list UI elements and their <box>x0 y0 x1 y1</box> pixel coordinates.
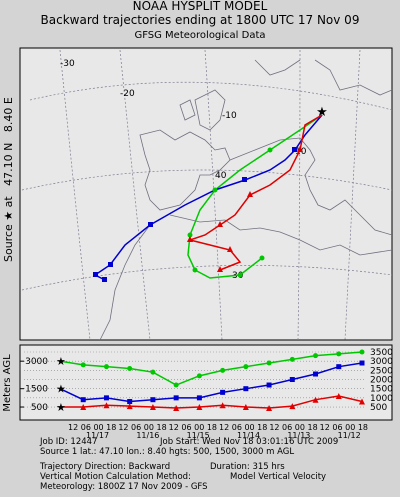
marker <box>243 386 249 392</box>
footer-text: Trajectory Direction: Backward <box>39 462 170 472</box>
footer-text: Duration: 315 hrs <box>210 462 285 472</box>
marker <box>289 403 296 410</box>
source-star: ★ <box>316 105 328 120</box>
marker <box>80 404 87 411</box>
blue-markers <box>93 147 297 282</box>
marker <box>359 360 365 366</box>
marker <box>149 404 156 411</box>
marker <box>80 397 86 403</box>
marker <box>289 356 295 362</box>
footer-text: Model Vertical Velocity <box>230 472 326 482</box>
marker <box>127 399 133 405</box>
marker <box>312 396 319 403</box>
x-hour-labels: 12 06 00 18 <box>219 423 267 432</box>
start-star: ★ <box>56 401 66 414</box>
marker <box>336 364 342 370</box>
marker <box>80 362 86 368</box>
y2-tick-label: 1000 <box>370 394 393 404</box>
x-hour-labels: 12 06 00 18 <box>169 423 217 432</box>
trajectory-red <box>187 114 323 271</box>
marker <box>359 398 365 405</box>
footer-text: Job ID: 12447 <box>39 437 97 447</box>
x-date-label: 11/16 <box>136 431 159 440</box>
profile-frame <box>19 344 393 421</box>
footer-text: Source 1 lat.: 47.10 lon.: 8.40 hgts: 50… <box>40 447 294 457</box>
footer: Job ID: 12447 Job Start: Wed Nov 18 03:0… <box>39 437 338 492</box>
x-hour-labels: 12 06 00 18 <box>118 423 166 432</box>
marker <box>173 404 180 411</box>
x-hour-labels: 12 06 00 18 <box>68 423 116 432</box>
marker <box>243 364 249 370</box>
marker <box>220 367 226 373</box>
start-star: ★ <box>56 355 66 368</box>
marker <box>103 402 110 409</box>
coastlines <box>99 59 393 341</box>
profile-line <box>59 351 363 386</box>
marker <box>173 382 179 388</box>
marker <box>103 364 109 370</box>
x-date-label: 11/17 <box>86 431 109 440</box>
marker <box>242 404 249 411</box>
trajectory-green <box>187 114 323 279</box>
marker <box>150 369 156 375</box>
title: Backward trajectories ending at 1800 UTC… <box>41 13 360 27</box>
map: -30 -20 -10 10 40 30 ★ <box>19 47 393 341</box>
y2-tick-label: 2500 <box>370 366 393 376</box>
y2-tick-label: 1500 <box>370 385 393 395</box>
grid-label: -20 <box>120 89 135 99</box>
x-hour-labels: 12 06 00 18 <box>269 423 317 432</box>
marker <box>266 382 272 388</box>
grid-label: 40 <box>215 171 227 181</box>
y2-tick-label: 3500 <box>370 348 393 358</box>
y-tick-label: 1500 <box>25 385 48 395</box>
marker <box>289 377 295 383</box>
x-date-label: 11/12 <box>338 431 361 440</box>
marker <box>313 353 319 359</box>
footer-text: Job Start: Wed Nov 18 03:01:16 UTC 2009 <box>159 437 338 447</box>
red-markers <box>187 146 303 272</box>
x-date-label: 11/13 <box>287 431 310 440</box>
marker <box>127 366 133 372</box>
marker <box>359 349 365 355</box>
grid-label: -30 <box>60 59 75 69</box>
source-label: Source ★ at 47.10 N 8.40 E <box>2 97 15 262</box>
y2-tick-label: 3000 <box>370 357 393 367</box>
marker <box>219 402 226 409</box>
marker <box>266 360 272 366</box>
y-axis-label: Meters AGL <box>2 354 13 412</box>
profile-line <box>60 395 363 409</box>
marker <box>196 395 202 401</box>
marker <box>336 351 342 357</box>
marker <box>266 404 273 411</box>
footer-text: Vertical Motion Calculation Method: <box>40 472 191 482</box>
x-hour-labels: 12 06 00 18 <box>320 423 368 432</box>
model-name: NOAA HYSPLIT MODEL <box>133 0 268 13</box>
marker <box>103 395 109 401</box>
y2-tick-label: 500 <box>370 403 387 413</box>
marker <box>196 404 203 411</box>
marker <box>126 403 133 410</box>
marker <box>150 397 156 403</box>
marker <box>335 393 342 400</box>
green-markers <box>187 147 273 278</box>
profile-line <box>59 362 363 403</box>
y2-tick-label: 2000 <box>370 376 393 386</box>
y-tick-label: 3000 <box>25 357 48 367</box>
subtitle: GFSG Meteorological Data <box>134 30 265 41</box>
grid-label: -10 <box>222 111 237 121</box>
graticule <box>21 49 393 341</box>
y-tick-label: 500 <box>31 403 48 413</box>
marker <box>313 371 319 377</box>
marker <box>196 373 202 379</box>
start-star: ★ <box>56 383 66 396</box>
x-date-label: 11/15 <box>187 431 210 440</box>
marker <box>220 389 226 395</box>
x-date-label: 11/14 <box>237 431 260 440</box>
marker <box>173 395 179 401</box>
footer-text: Meteorology: 1800Z 17 Nov 2009 - GFS <box>40 482 208 492</box>
